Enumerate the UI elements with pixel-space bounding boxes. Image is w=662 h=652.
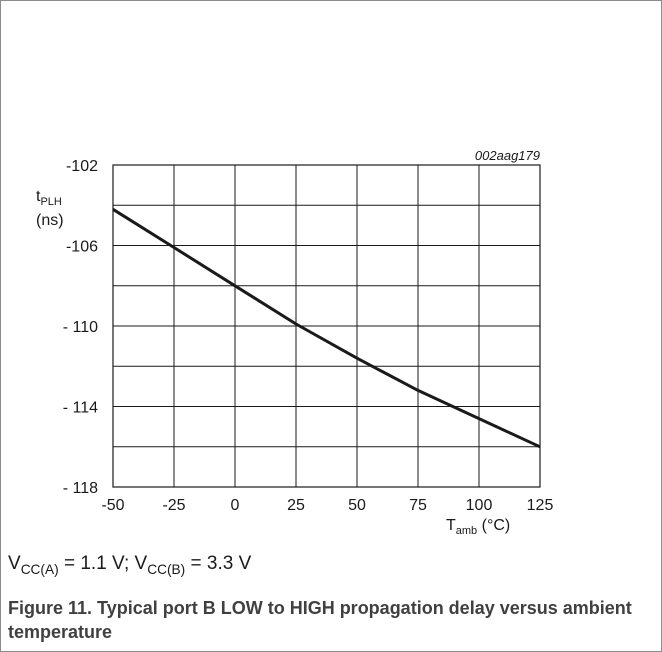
- x-tick-label: 50: [348, 497, 366, 514]
- vcc-a-symbol: V: [8, 553, 21, 574]
- vcc-b-value: = 3.3 V: [185, 553, 252, 574]
- y-tick-label: - 110: [63, 319, 98, 336]
- x-tick-label: 125: [527, 497, 554, 514]
- y-tick-label: - 118: [63, 480, 98, 497]
- figure-caption: Figure 11. Typical port B LOW to HIGH pr…: [8, 598, 632, 642]
- series-line: [112, 208, 541, 449]
- x-axis-label-main: T: [446, 517, 456, 534]
- x-axis-label: Tamb (°C): [446, 517, 510, 537]
- figure-id: 002aag179: [475, 148, 540, 163]
- series-group: [112, 208, 541, 449]
- x-tick-label: 100: [466, 497, 493, 514]
- x-tick-label: -50: [101, 497, 124, 514]
- x-axis-label-sub: amb: [456, 525, 477, 537]
- vcc-b-symbol: V: [134, 553, 148, 574]
- vcc-a-subscript: CC(A): [20, 561, 59, 577]
- y-tick-label: -102: [66, 158, 98, 175]
- x-tick-label: 75: [409, 497, 427, 514]
- y-axis-unit: (ns): [36, 212, 64, 229]
- plot-border: [112, 164, 541, 488]
- y-axis-label: tPLH: [36, 188, 62, 208]
- x-axis-label-unit: (°C): [477, 517, 510, 534]
- x-tick-label: 0: [231, 497, 240, 514]
- y-tick-label: - 114: [63, 400, 98, 417]
- x-tick-label: 25: [287, 497, 305, 514]
- y-axis-label-main: t: [36, 188, 41, 205]
- tick-labels: -102 -106 - 110 - 114 - 118-50 -25 0 25 50 75 100 1…: [63, 158, 554, 514]
- vcc-a-value: = 1.1 V;: [58, 553, 135, 574]
- y-axis-label-sub: PLH: [40, 196, 61, 208]
- grid: [112, 164, 541, 488]
- y-tick-label: -106: [66, 239, 98, 256]
- test-conditions: VCC(A) = 1.1 V; VCC(B) = 3.3 V: [8, 553, 251, 577]
- vcc-b-subscript: CC(B): [147, 561, 186, 577]
- x-tick-label: -25: [162, 497, 185, 514]
